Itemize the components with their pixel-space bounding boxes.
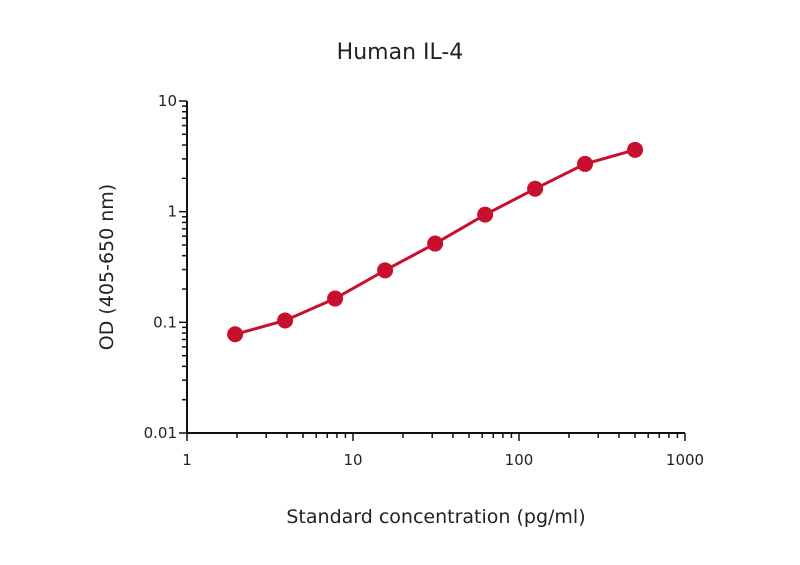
data-point xyxy=(577,155,594,172)
data-point xyxy=(327,290,344,307)
x-tick-label: 10 xyxy=(343,451,362,469)
data-point xyxy=(277,312,294,329)
x-tick-label: 1 xyxy=(182,451,192,469)
data-point xyxy=(377,262,394,279)
data-point xyxy=(477,206,494,223)
chart-title: Human IL-4 xyxy=(336,40,464,65)
y-tick-label: 0.1 xyxy=(153,313,177,331)
data-point xyxy=(627,141,644,158)
y-tick-label: 1 xyxy=(167,203,177,221)
data-point xyxy=(227,326,244,343)
x-tick-label: 1000 xyxy=(666,451,704,469)
data-point xyxy=(527,180,544,197)
y-tick-label: 0.01 xyxy=(144,424,177,442)
y-tick-label: 10 xyxy=(158,92,177,110)
x-axis-label: Standard concentration (pg/ml) xyxy=(286,506,586,528)
x-tick-label: 100 xyxy=(505,451,534,469)
data-point xyxy=(427,235,444,252)
